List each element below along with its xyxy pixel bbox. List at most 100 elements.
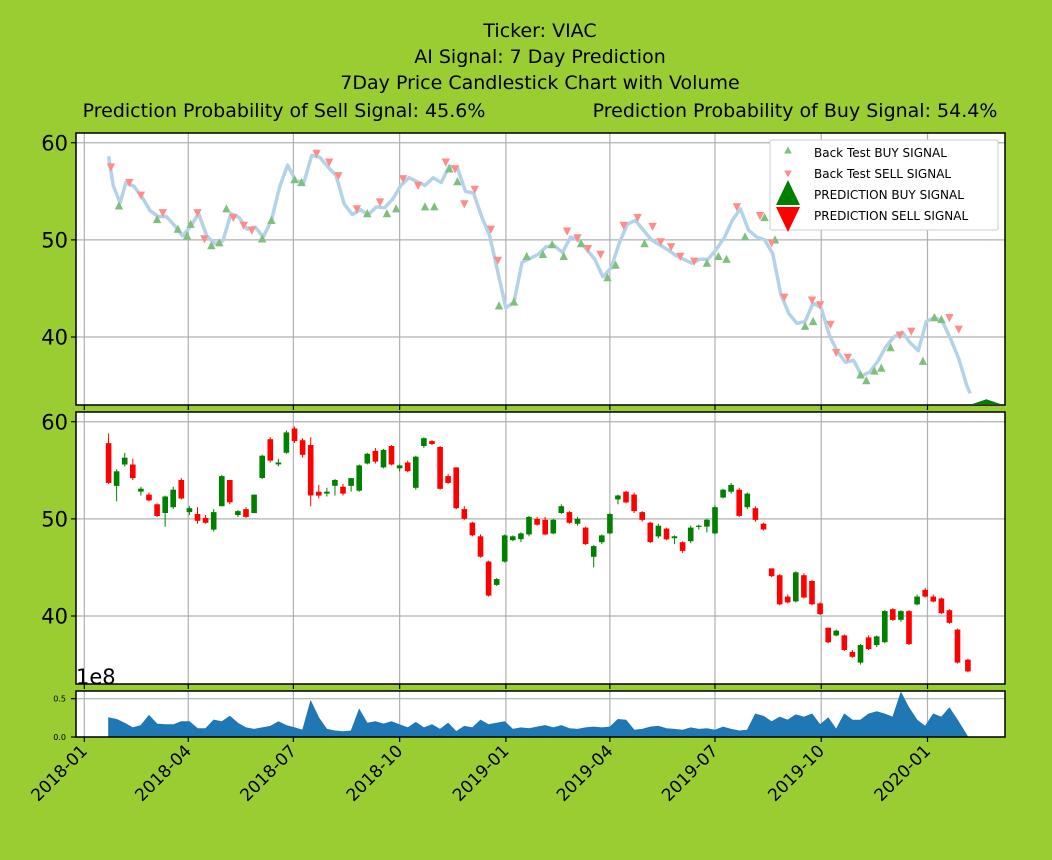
backtest-sell-marker [767,239,776,248]
price-panel-frame [75,132,1006,406]
candle-body [291,428,298,442]
legend-prediction-buy-marker [776,180,800,205]
candle-panel-frame [75,411,1006,685]
candle-body [631,494,637,512]
candle-body [647,522,654,543]
candle-body [817,603,823,615]
candle-body [720,489,726,498]
candle-body [364,453,371,464]
candle-body [445,476,451,483]
backtest-buy-marker [152,214,162,224]
backtest-buy-marker [722,254,731,263]
backtest-buy-marker [453,177,462,186]
backtest-sell-marker [352,205,362,214]
backtest-sell-markers [106,149,963,362]
candle-body [251,494,257,514]
candle-body [574,518,581,524]
candle-body [744,493,751,508]
backtest-buy-marker [760,212,769,222]
legend-prediction-sell-marker [776,207,800,232]
candle-body [890,609,896,620]
backtest-sell-marker [562,227,572,236]
backtest-sell-marker [843,353,852,362]
backtest-buy-marker [918,356,928,365]
backtest-sell-marker [954,325,963,334]
backtest-buy-markers [114,164,946,385]
candle-body [946,610,953,623]
backtest-buy-marker [856,370,865,379]
candle-body [356,465,362,491]
volume-area [108,691,969,738]
backtest-sell-marker [193,209,202,218]
candle-body [841,635,848,650]
backtest-sell-marker [596,250,605,259]
candle-body [793,572,799,602]
candle-body [784,596,791,603]
legend-backtest-sell-marker [784,170,792,178]
backtest-buy-marker [297,177,306,187]
candle-body [550,519,557,534]
legend: Back Test BUY SIGNAL Back Test SELL SIGN… [769,139,999,232]
candle-body [776,575,783,605]
title-signal: AI Signal: 7 Day Prediction [414,46,666,68]
backtest-sell-marker [633,213,642,223]
candle-body [760,523,767,530]
backtest-buy-marker [173,224,183,233]
candle-body [534,518,540,525]
legend-prediction-buy-label: PREDICTION BUY SIGNAL [814,188,964,202]
candle-body [518,533,524,540]
candle-body [380,449,387,468]
candle-body [809,581,815,605]
candle-body [687,527,694,542]
title-sell-probability: Prediction Probability of Sell Signal: 4… [83,100,486,122]
candle-body [461,509,468,519]
backtest-sell-marker [826,320,835,329]
y-tick-label: 0.0 [53,733,66,742]
candle-body [121,457,128,465]
candle-body [469,522,476,536]
backtest-buy-marker [877,363,886,372]
candle-panel-y-axis: 40 50 60 [41,410,76,629]
backtest-sell-marker [690,257,699,266]
candle-body [663,528,670,540]
backtest-sell-marker [398,175,408,184]
price-panel-y-axis: 40 50 60 [41,131,76,350]
backtest-buy-marker [222,204,231,213]
backtest-buy-marker [886,343,895,352]
candle-body [801,575,807,598]
y-tick-label: 40 [41,326,68,350]
backtest-buy-marker [186,219,195,228]
candle-body [404,462,411,472]
backtest-sell-marker [325,158,334,167]
backtest-sell-marker [413,181,423,191]
backtest-buy-marker [800,321,810,330]
candle-body [413,456,419,488]
backtest-buy-marker [576,239,586,248]
candle-body [113,471,120,486]
candle-body [162,496,168,513]
candle-body [566,512,573,523]
backtest-buy-marker [740,232,750,241]
volume-panel: 0.5 0.0 [53,690,1006,742]
prediction-markers [972,399,1001,404]
candle-body [307,445,314,496]
backtest-buy-marker [714,251,723,260]
candle-body [243,509,249,517]
candle-body [146,494,152,501]
candle-body [396,465,403,469]
candle-body [712,507,718,534]
backtest-buy-marker [267,215,276,224]
candle-body [582,527,589,545]
candle-body [421,438,427,446]
candle-body [590,546,597,557]
candle-body [510,536,516,541]
backtest-sell-marker [832,348,841,358]
backtest-sell-marker [583,245,593,254]
candle-body [736,489,742,516]
candle-body [267,439,274,461]
candle-body [833,630,839,636]
y-tick-label: 50 [41,507,68,531]
legend-box [769,139,999,231]
backtest-buy-marker [522,251,531,260]
